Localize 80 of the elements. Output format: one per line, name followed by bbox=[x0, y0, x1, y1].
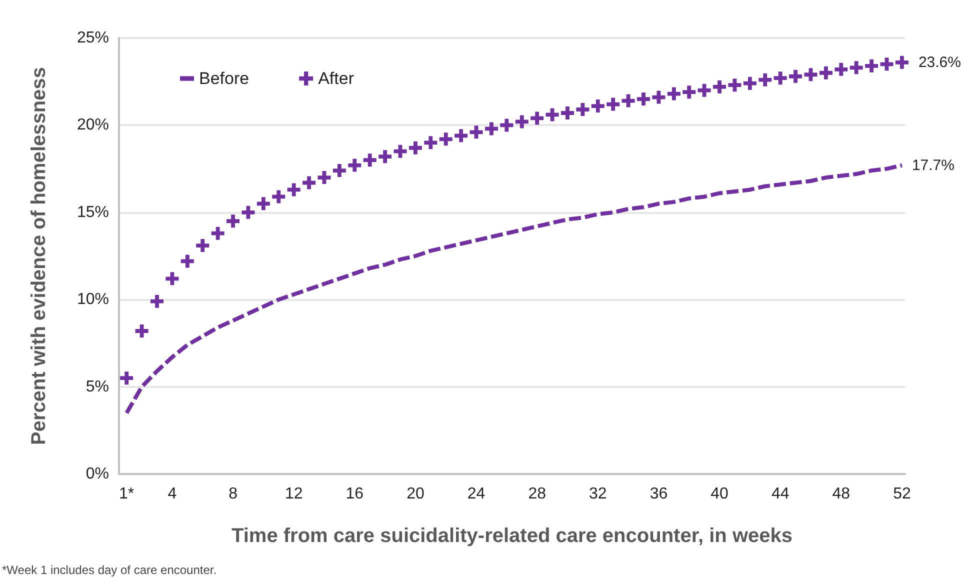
point bbox=[470, 126, 483, 139]
x-tick-label: 12 bbox=[284, 486, 303, 502]
point bbox=[196, 239, 210, 252]
point bbox=[166, 272, 179, 286]
point bbox=[454, 129, 468, 142]
point bbox=[332, 164, 346, 178]
x-tick-label: 28 bbox=[528, 486, 546, 502]
point bbox=[150, 294, 164, 308]
point bbox=[698, 84, 711, 97]
point bbox=[180, 254, 194, 268]
point bbox=[424, 136, 438, 150]
point bbox=[880, 58, 894, 71]
point bbox=[834, 62, 848, 76]
point bbox=[242, 206, 255, 219]
point bbox=[774, 72, 787, 85]
x-tick-label: 40 bbox=[710, 486, 729, 502]
point bbox=[363, 154, 376, 167]
legend-label: After bbox=[318, 69, 354, 88]
x-tick-label: 16 bbox=[346, 486, 364, 502]
point bbox=[758, 73, 772, 86]
point bbox=[530, 112, 544, 125]
y-tick-label: 15% bbox=[76, 204, 109, 221]
point bbox=[865, 59, 878, 72]
point bbox=[743, 76, 756, 90]
point bbox=[713, 80, 726, 94]
point bbox=[378, 150, 392, 164]
point bbox=[789, 70, 802, 83]
point bbox=[637, 92, 650, 106]
point bbox=[515, 115, 528, 128]
x-tick-label: 1* bbox=[119, 486, 134, 502]
point bbox=[652, 90, 666, 104]
point bbox=[408, 141, 422, 154]
x-tick-label: 4 bbox=[168, 486, 177, 502]
point bbox=[272, 190, 286, 204]
y-tick-label: 10% bbox=[76, 291, 109, 308]
y-tick-label: 20% bbox=[76, 116, 109, 134]
point bbox=[439, 132, 452, 146]
point bbox=[226, 214, 240, 228]
x-tick-label: 24 bbox=[467, 486, 486, 502]
point bbox=[302, 176, 316, 190]
point bbox=[682, 86, 696, 99]
point bbox=[622, 94, 635, 108]
y-tick-label: 25% bbox=[76, 30, 109, 46]
line-series bbox=[124, 163, 904, 415]
y-axis-title: Percent with evidence of homelessness bbox=[28, 67, 50, 445]
x-tick-label: 8 bbox=[228, 486, 238, 502]
data-label: 17.7% bbox=[912, 156, 955, 174]
x-tick-label: 48 bbox=[832, 486, 850, 502]
point bbox=[560, 106, 574, 120]
point bbox=[606, 98, 620, 111]
x-tick-label: 20 bbox=[406, 486, 424, 502]
point bbox=[546, 108, 559, 122]
point bbox=[895, 56, 908, 69]
point bbox=[500, 118, 514, 132]
point bbox=[850, 61, 863, 74]
y-tick-label: 0% bbox=[86, 466, 109, 482]
x-tick-label: 52 bbox=[893, 486, 911, 502]
point bbox=[120, 372, 134, 385]
x-tick-label: 32 bbox=[589, 486, 607, 502]
point bbox=[667, 87, 680, 100]
point bbox=[484, 122, 498, 136]
point bbox=[318, 171, 331, 184]
text: *Week 1 includes day of care encounter. bbox=[2, 563, 217, 577]
point bbox=[591, 100, 604, 113]
point bbox=[804, 68, 818, 82]
point bbox=[728, 78, 742, 92]
y-tick-label: 5% bbox=[86, 378, 109, 396]
point bbox=[256, 197, 270, 210]
point bbox=[819, 66, 832, 80]
point bbox=[135, 324, 148, 338]
point bbox=[348, 158, 362, 172]
point bbox=[576, 103, 590, 116]
x-axis-title: Time from care suicidality-related care encounter, in weeks bbox=[232, 525, 792, 547]
x-tick-label: 36 bbox=[650, 486, 668, 502]
data-label: 23.6% bbox=[918, 54, 962, 71]
point bbox=[394, 144, 407, 158]
x-tick-label: 44 bbox=[771, 486, 790, 502]
point bbox=[211, 226, 224, 240]
legend-label: Before bbox=[199, 69, 250, 88]
point bbox=[287, 183, 300, 196]
